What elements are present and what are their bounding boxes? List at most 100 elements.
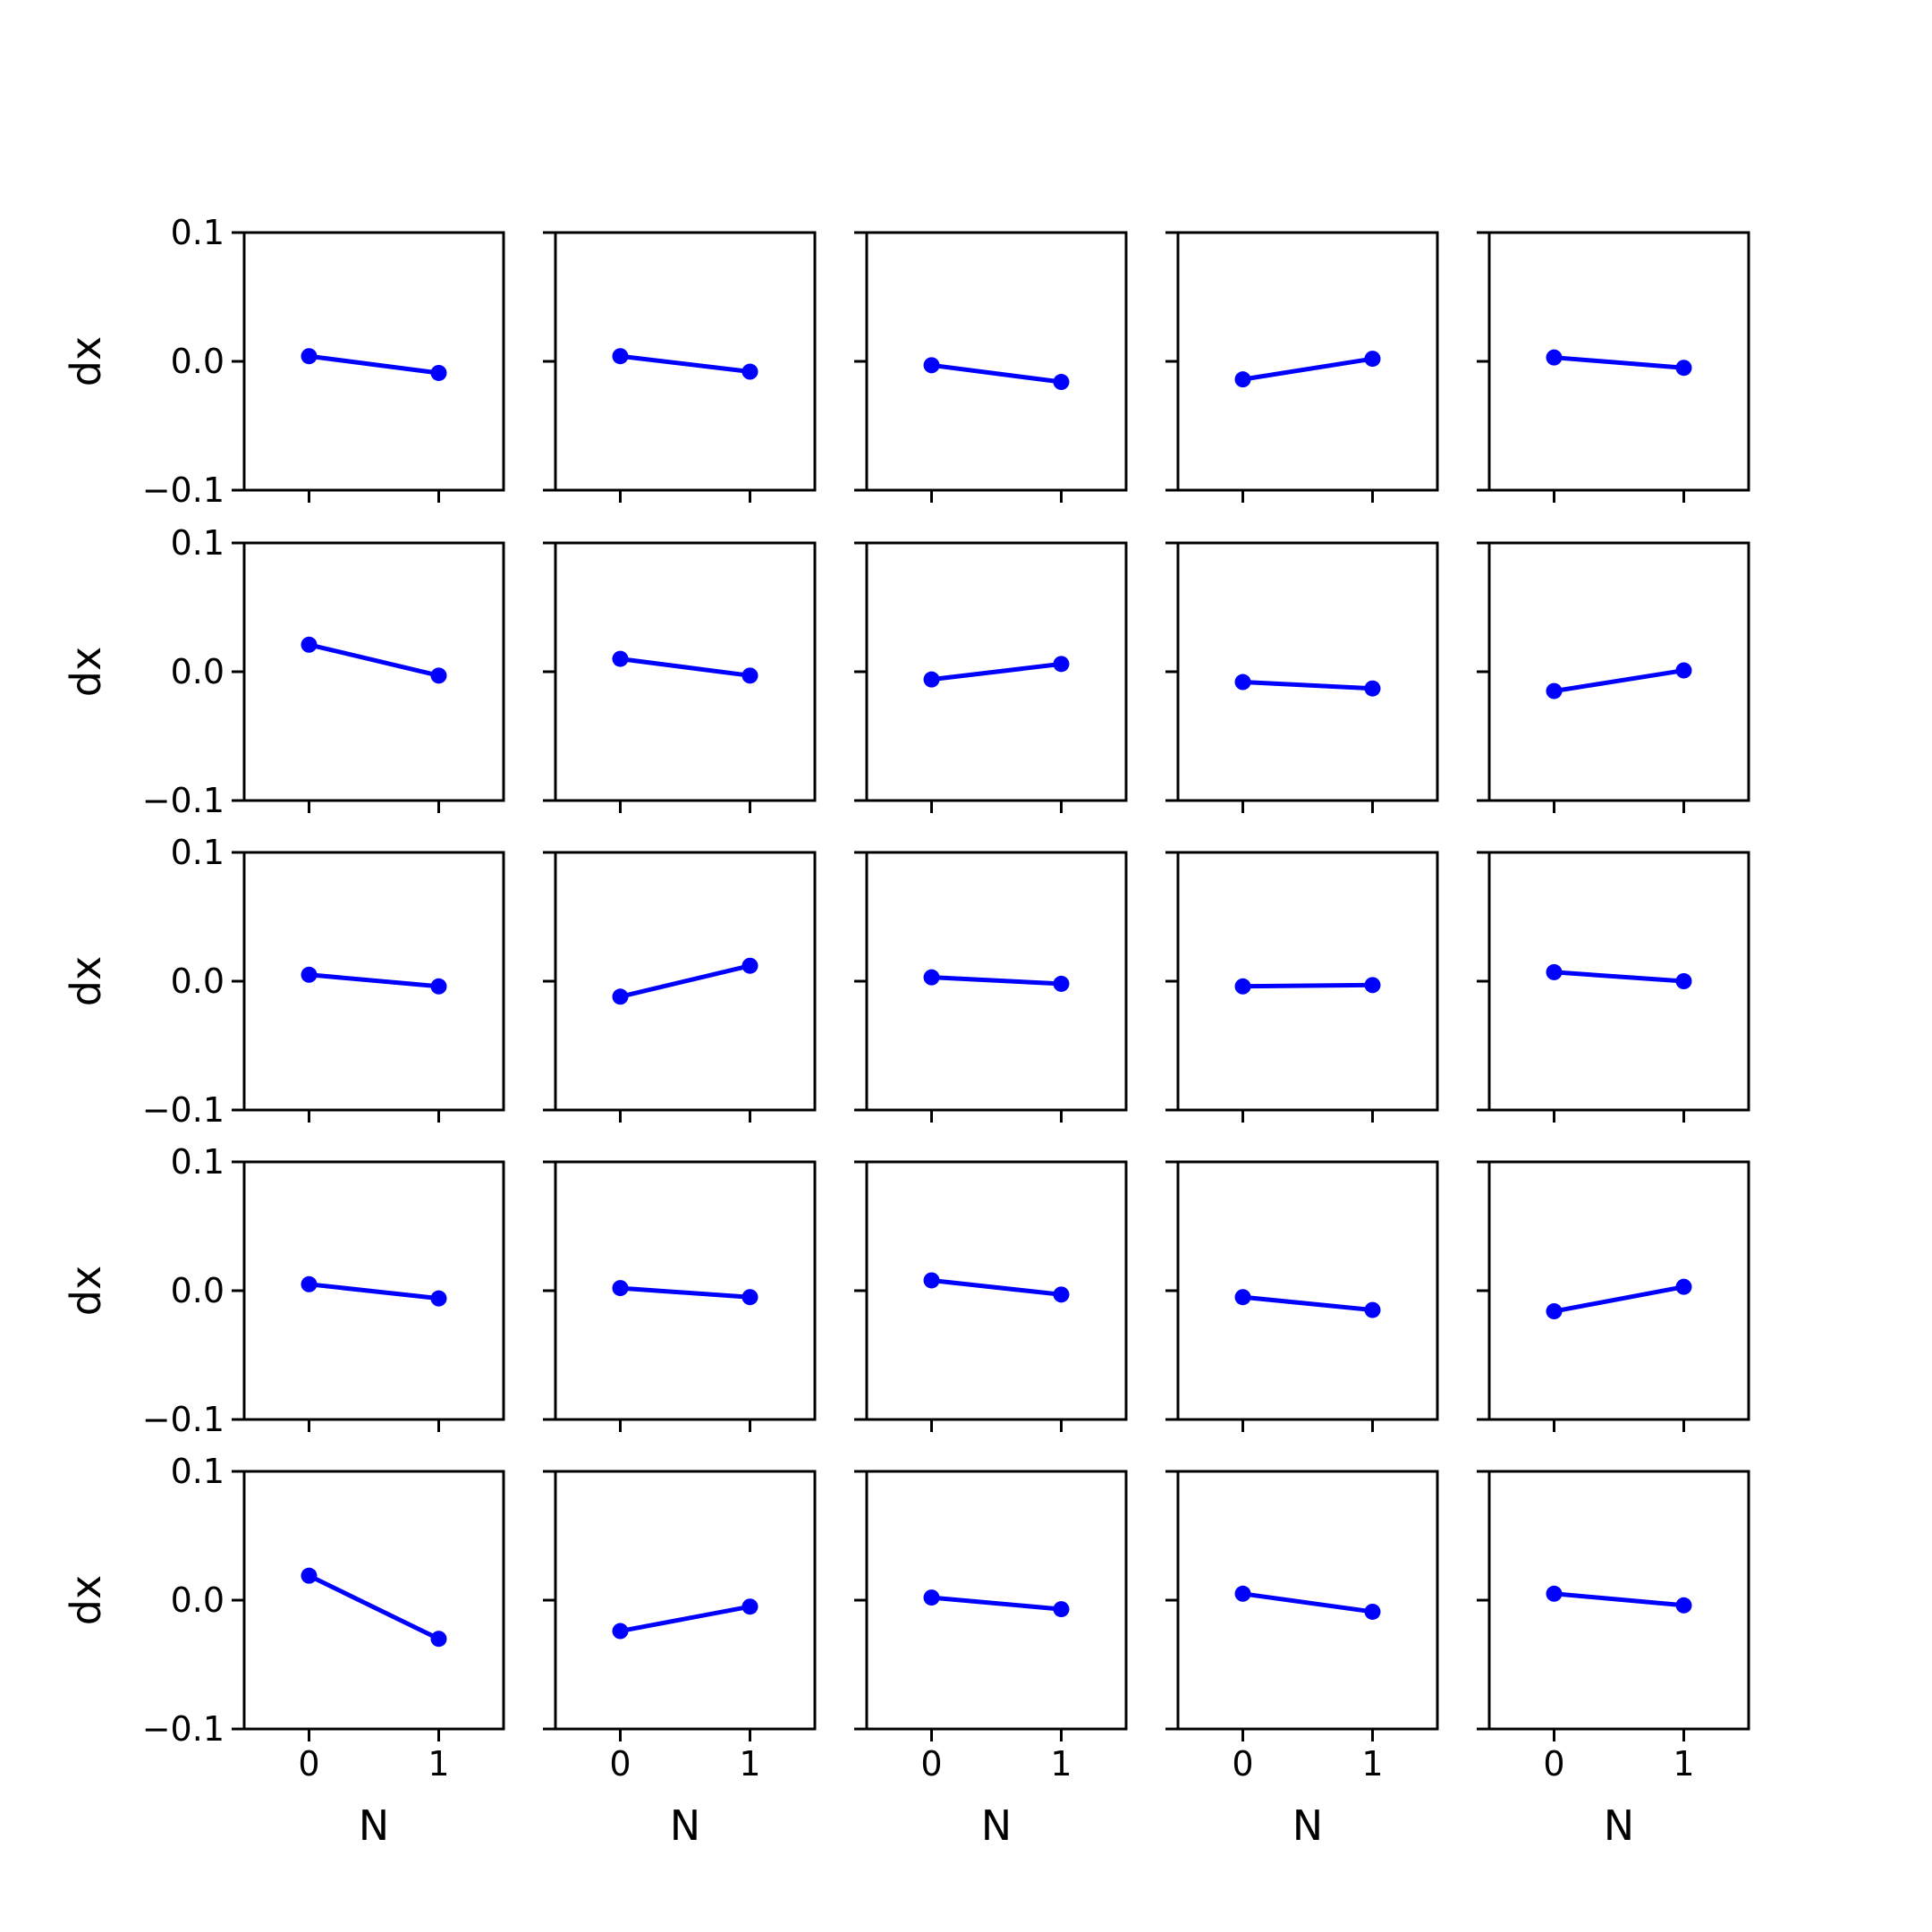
x-tick-label: 1 (428, 1744, 449, 1784)
panel-frame (1176, 851, 1439, 1112)
data-point (923, 1589, 940, 1606)
y-axis-label: dx (62, 1266, 110, 1316)
data-point (612, 1280, 629, 1297)
y-tick-label: −0.1 (142, 781, 225, 820)
panel-r3-c1: −0.1 0.0 0.1 dx (62, 833, 505, 1130)
data-point (612, 1623, 629, 1640)
x-axis-label: N (981, 1801, 1012, 1850)
panel-frame (554, 541, 817, 802)
panel-r3-c3 (854, 851, 1128, 1123)
data-point (1053, 374, 1070, 391)
panel-r5-c5: 0 1N (1477, 1470, 1750, 1850)
data-point (301, 636, 318, 653)
data-point (1234, 371, 1251, 388)
data-point (923, 357, 940, 374)
x-tick-label: 0 (1543, 1744, 1564, 1784)
y-tick-label: 0.0 (171, 962, 225, 1001)
panel-r2-c5 (1477, 541, 1750, 813)
panel-r4-c3 (854, 1160, 1128, 1432)
series-line (1554, 355, 1684, 370)
y-axis-label: dx (62, 1575, 110, 1625)
panel-frame (865, 1470, 1128, 1731)
panel-frame (1176, 541, 1439, 802)
series-line (620, 1604, 750, 1634)
panel-r5-c2: 0 1N (543, 1470, 817, 1850)
panel-r1-c4 (1165, 231, 1439, 503)
panel-r3-c4 (1165, 851, 1439, 1123)
series-line (1554, 970, 1684, 984)
series-line (619, 963, 751, 999)
data-point (1234, 1585, 1251, 1602)
data-point (1675, 1278, 1692, 1295)
panel-frame (865, 231, 1128, 492)
data-point (430, 1290, 447, 1307)
series-line (309, 972, 439, 989)
panel-r1-c2 (543, 231, 817, 503)
data-point (1364, 1301, 1381, 1318)
data-point (1675, 360, 1692, 377)
series-line (931, 1277, 1062, 1297)
panel-r2-c1: −0.1 0.0 0.1 dx (62, 523, 505, 820)
data-point (1364, 977, 1381, 994)
x-tick-label: 0 (1232, 1744, 1253, 1784)
panel-r3-c5 (1477, 851, 1750, 1123)
panel-frame (865, 1160, 1128, 1421)
panel-frame (1176, 1160, 1439, 1421)
panel-r5-c3: 0 1N (854, 1470, 1128, 1850)
data-point (741, 363, 758, 380)
data-point (301, 1567, 318, 1584)
y-tick-label: 0.0 (171, 342, 225, 381)
data-point (1546, 682, 1563, 699)
data-point (741, 1289, 758, 1306)
panel-r4-c4 (1165, 1160, 1439, 1432)
y-tick-label: 0.1 (171, 1452, 225, 1491)
series-line (931, 975, 1062, 987)
x-axis-label: N (359, 1801, 389, 1850)
panel-r5-c4: 0 1N (1165, 1470, 1439, 1850)
data-point (301, 966, 318, 983)
data-point (923, 969, 940, 986)
panel-frame (554, 1470, 817, 1731)
x-tick-label: 1 (1361, 1744, 1383, 1784)
series-line (1554, 1591, 1684, 1608)
y-tick-label: 0.1 (171, 523, 225, 563)
series-line (1242, 1591, 1373, 1614)
data-point (1675, 662, 1692, 679)
x-axis-label: N (1292, 1801, 1323, 1850)
panel-r4-c1: −0.1 0.0 0.1 dx (62, 1142, 505, 1439)
data-point (430, 364, 447, 381)
series-line (620, 353, 750, 375)
panel-frame (1176, 1470, 1439, 1731)
series-line (931, 362, 1062, 385)
data-point (1053, 656, 1070, 673)
data-point (1364, 351, 1381, 368)
data-point (612, 988, 629, 1005)
y-axis-label: dx (62, 956, 110, 1006)
y-tick-label: 0.0 (171, 1271, 225, 1310)
data-point (612, 348, 629, 365)
data-point (923, 1272, 940, 1289)
panel-r1-c1: −0.1 0.0 0.1 dx (62, 213, 505, 510)
series-line (1554, 1284, 1684, 1314)
y-tick-label: 0.1 (171, 1142, 225, 1182)
panel-frame (1176, 231, 1439, 492)
y-tick-label: 0.1 (171, 833, 225, 872)
series-line (308, 1573, 440, 1641)
panel-r2-c3 (854, 541, 1128, 813)
y-axis-label: dx (62, 336, 110, 386)
data-point (741, 1598, 758, 1615)
series-line (931, 661, 1062, 682)
panel-r2-c4 (1165, 541, 1439, 813)
series-line (309, 1282, 439, 1301)
data-point (1053, 1601, 1070, 1618)
data-point (612, 650, 629, 667)
x-tick-label: 1 (1673, 1744, 1694, 1784)
x-tick-label: 1 (1050, 1744, 1072, 1784)
y-tick-label: −0.1 (142, 1709, 225, 1749)
data-point (1234, 674, 1251, 691)
series-line (620, 657, 750, 678)
panel-r3-c2 (543, 851, 817, 1123)
series-line (931, 1595, 1062, 1612)
panel-frame (554, 231, 817, 492)
